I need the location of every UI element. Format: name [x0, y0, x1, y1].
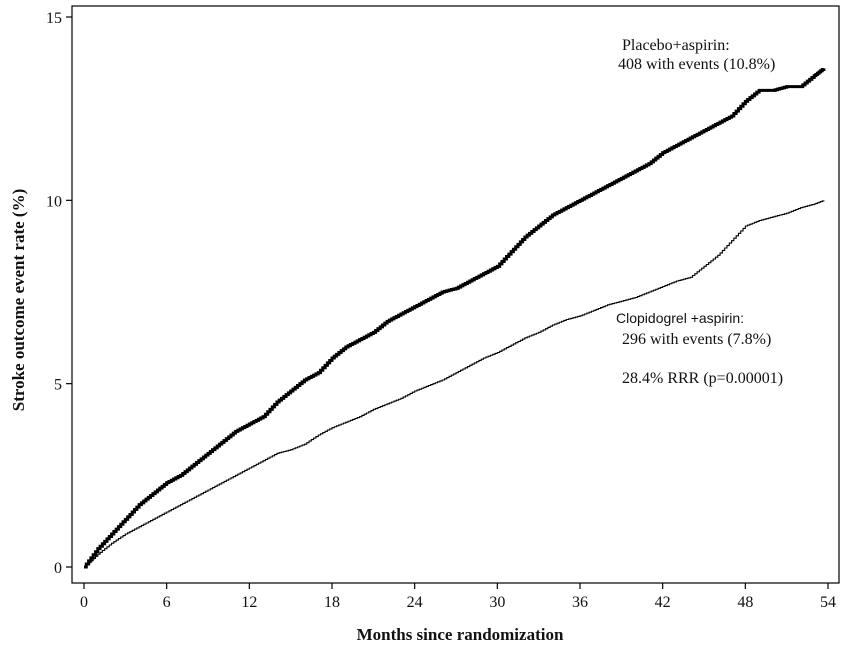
y-tick-label: 5 [54, 377, 62, 394]
plot-frame [71, 5, 840, 584]
x-tick-label: 12 [241, 594, 257, 611]
y-axis: 0 5 10 15 [46, 10, 72, 577]
placebo-events-label: 408 with events (10.8%) [618, 56, 775, 73]
x-tick-label: 18 [324, 594, 340, 611]
x-tick-label: 42 [655, 594, 671, 611]
series-layer [84, 68, 826, 569]
y-tick-label: 10 [46, 193, 62, 210]
y-tick-label: 0 [54, 560, 62, 577]
x-tick-label: 6 [163, 594, 171, 611]
clopidogrel-series-label: Clopidogrel +aspirin: [616, 310, 744, 326]
x-tick-label: 48 [737, 594, 753, 611]
x-tick-label: 0 [80, 594, 88, 611]
x-tick-label: 36 [572, 594, 588, 611]
x-tick-label: 24 [407, 594, 423, 611]
placebo-aspirin-curve [84, 68, 826, 569]
placebo-series-label: Placebo+aspirin: [622, 37, 730, 54]
x-axis: 0 6 12 18 24 30 36 42 48 54 [80, 583, 836, 611]
rrr-annotation: 28.4% RRR (p=0.00001) [622, 370, 783, 387]
x-tick-label: 30 [489, 594, 505, 611]
clopidogrel-events-label: 296 with events (7.8%) [622, 331, 771, 348]
y-tick-label: 15 [46, 10, 62, 27]
x-tick-label: 54 [820, 594, 836, 611]
x-axis-label: Months since randomization [357, 625, 564, 644]
clopidogrel-aspirin-curve [84, 200, 825, 568]
y-axis-label: Stroke outcome event rate (%) [9, 189, 28, 412]
